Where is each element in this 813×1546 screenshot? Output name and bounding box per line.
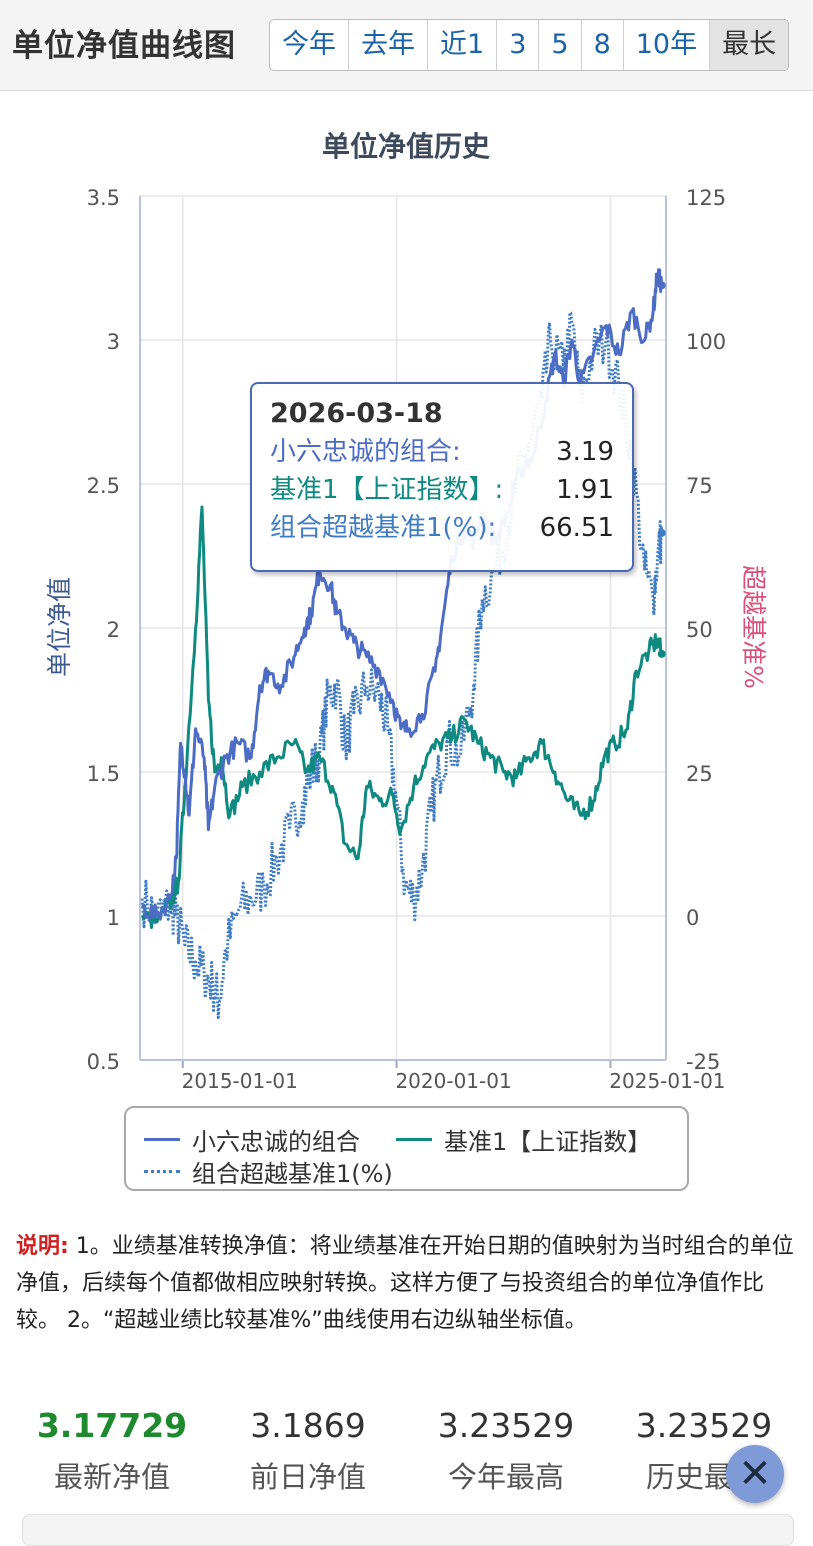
grid-layer	[140, 195, 666, 1061]
left-axis-label: 单位净值	[45, 577, 74, 677]
y2-tick-label: 75	[686, 474, 713, 498]
y2-tick-label: 100	[686, 330, 726, 354]
chart-legend: 小六忠诚的组合 基准1【上证指数】 组合超越基准1(%)	[124, 1106, 689, 1191]
right-axis-label: 超越基准%	[739, 565, 768, 689]
y2-tick-label: -25	[686, 1050, 720, 1074]
nav-stats: 3.17729 最新净值 3.1869 前日净值 3.23529 今年最高 3.…	[0, 1400, 813, 1510]
range-button-longest[interactable]: 最长	[710, 20, 789, 70]
legend-label: 基准1【上证指数】	[444, 1128, 652, 1156]
series-end-marker-2	[657, 528, 666, 537]
tooltip-label: 小六忠诚的组合:	[270, 437, 461, 467]
axis-layer: 3.5 125 3 100 2.5 75 2 50 1.5 25 1 0 0.5 -25 2015-01-0…	[87, 186, 727, 1093]
legend-line-icon	[396, 1138, 432, 1141]
tooltip-value: 1.91	[556, 475, 614, 505]
legend-item-excess[interactable]: 组合超越基准1(%)	[144, 1154, 393, 1189]
stat-value: 3.17729	[36, 1406, 188, 1445]
x-tick-label: 2020-01-01	[395, 1069, 511, 1093]
legend-item-portfolio[interactable]: 小六忠诚的组合	[144, 1122, 360, 1157]
range-button-8[interactable]: 8	[582, 20, 624, 70]
stat-value: 3.23529	[437, 1406, 575, 1445]
series-end-marker-1	[657, 649, 666, 658]
stat-label: 前日净值	[249, 1460, 366, 1494]
series-line-1	[140, 505, 664, 930]
legend-line-icon	[144, 1138, 180, 1141]
chart-tooltip: 2026-03-18 小六忠诚的组合: 3.19 基准1【上证指数】: 1.91…	[250, 382, 634, 572]
y2-tick-label: 125	[686, 186, 726, 210]
tooltip-value: 3.19	[556, 437, 614, 467]
chart-title: 单位净值历史	[322, 130, 490, 163]
y-tick-label: 0.5	[87, 1050, 120, 1074]
tooltip-label: 基准1【上证指数】:	[270, 475, 504, 505]
stat-label: 今年最高	[447, 1460, 564, 1494]
series-line-0	[140, 268, 664, 921]
y-tick-label: 2	[107, 618, 120, 642]
x-tick-label: 2025-01-01	[609, 1069, 725, 1093]
page-title: 单位净值曲线图	[12, 28, 236, 64]
stat-label: 最新净值	[53, 1460, 170, 1494]
nav-history-chart: 单位净值历史 单位净值 超越基准% 3.5 125 3 100 2.5 75 2 50 1.5 2…	[0, 92, 813, 1202]
range-button-recent-1[interactable]: 近1	[428, 20, 498, 70]
legend-label: 组合超越基准1(%)	[192, 1160, 393, 1188]
note-text: 1。业绩基准转换净值：将业绩基准在开始日期的值映射为当时组合的单位净值，后续每个…	[16, 1234, 794, 1333]
note-label: 说明:	[16, 1234, 69, 1259]
stat-value: 3.23529	[635, 1406, 773, 1445]
y2-tick-label: 0	[686, 906, 699, 930]
legend-label: 小六忠诚的组合	[192, 1128, 360, 1156]
range-button-5[interactable]: 5	[539, 20, 582, 70]
range-selector: 今年 去年 近1 3 5 8 10年 最长	[269, 19, 790, 71]
y2-tick-label: 25	[686, 762, 713, 786]
tooltip-date: 2026-03-18	[270, 398, 443, 429]
tooltip-row-benchmark: 基准1【上证指数】: 1.91	[270, 471, 614, 509]
series-layer	[140, 268, 666, 1020]
stat-value: 3.1869	[250, 1406, 366, 1445]
tooltip-value: 66.51	[539, 513, 614, 543]
header-bar: 单位净值曲线图 今年 去年 近1 3 5 8 10年 最长	[0, 0, 813, 91]
legend-item-benchmark[interactable]: 基准1【上证指数】	[396, 1122, 651, 1157]
y2-tick-label: 50	[686, 618, 713, 642]
range-button-this-year[interactable]: 今年	[270, 20, 349, 70]
y-tick-label: 3	[107, 330, 120, 354]
range-button-3[interactable]: 3	[497, 20, 540, 70]
tooltip-row-portfolio: 小六忠诚的组合: 3.19	[270, 433, 614, 471]
tooltip-label: 组合超越基准1(%):	[270, 513, 497, 543]
chart-note: 说明: 1。业绩基准转换净值：将业绩基准在开始日期的值映射为当时组合的单位净值，…	[16, 1228, 798, 1339]
tooltip-row-excess: 组合超越基准1(%): 66.51	[270, 509, 614, 547]
stat-latest-nav: 3.17729 最新净值	[12, 1400, 212, 1502]
close-button[interactable]: ✕	[726, 1445, 784, 1503]
y-tick-label: 2.5	[87, 474, 120, 498]
legend-line-icon	[144, 1170, 180, 1173]
x-tick-label: 2015-01-01	[182, 1069, 298, 1093]
y-tick-label: 1	[107, 906, 120, 930]
y-tick-label: 3.5	[87, 186, 120, 210]
range-button-10-year[interactable]: 10年	[624, 20, 711, 70]
stat-previous-nav: 3.1869 前日净值	[208, 1400, 408, 1502]
close-icon: ✕	[738, 1451, 772, 1497]
range-button-last-year[interactable]: 去年	[349, 20, 428, 70]
bottom-card	[22, 1514, 794, 1546]
series-end-marker-0	[657, 281, 666, 290]
stat-year-high: 3.23529 今年最高	[406, 1400, 606, 1502]
y-tick-label: 1.5	[87, 762, 120, 786]
